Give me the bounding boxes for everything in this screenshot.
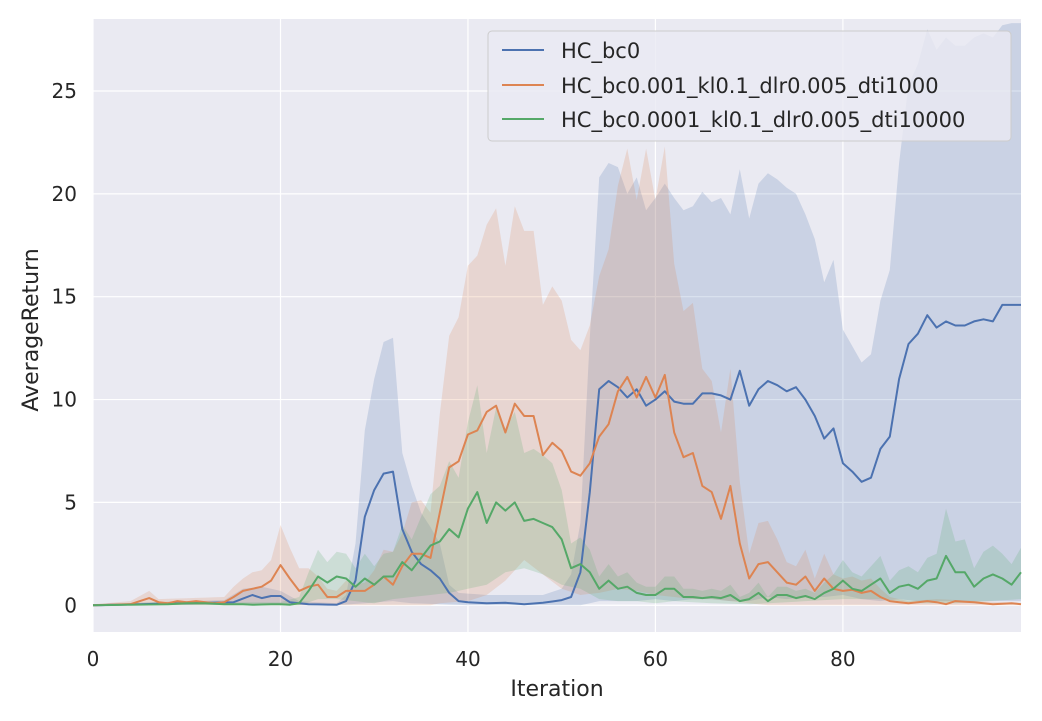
legend-label-hc-bc0-0001: HC_bc0.0001_kl0.1_dlr0.005_dti10000 [561, 108, 965, 133]
series-band-2 [93, 385, 1021, 606]
y-tick-label: 0 [64, 593, 77, 617]
x-tick-label: 40 [455, 647, 480, 671]
legend: HC_bc0 HC_bc0.001_kl0.1_dlr0.005_dti1000… [487, 30, 1012, 142]
series-line-2 [92, 491, 1022, 607]
series-lines [92, 303, 1022, 607]
series-band-1 [93, 146, 1021, 606]
series-line-0 [92, 303, 1021, 607]
y-tick-label: 20 [52, 182, 77, 206]
legend-label-hc-bc0: HC_bc0 [561, 39, 640, 64]
series-line-1 [92, 373, 1022, 607]
y-tick-label: 15 [52, 285, 77, 309]
x-tick-label: 80 [830, 647, 855, 671]
x-tick-label: 60 [643, 647, 668, 671]
x-tick-label: 20 [268, 647, 293, 671]
series-band-0 [93, 23, 1021, 606]
legend-label-hc-bc0-001: HC_bc0.001_kl0.1_dlr0.005_dti1000 [561, 74, 939, 99]
x-axis-label: Iteration [510, 677, 603, 702]
y-tick-label: 25 [52, 79, 77, 103]
x-tick-label: 0 [87, 647, 100, 671]
confidence-bands [93, 23, 1021, 606]
y-tick-label: 10 [52, 388, 77, 412]
tick-labels: 0 20 40 60 80 0 5 10 15 20 25 [52, 79, 856, 671]
y-tick-label: 5 [64, 490, 77, 514]
y-axis-label: AverageReturn [19, 248, 44, 411]
legend-box [487, 30, 1012, 142]
